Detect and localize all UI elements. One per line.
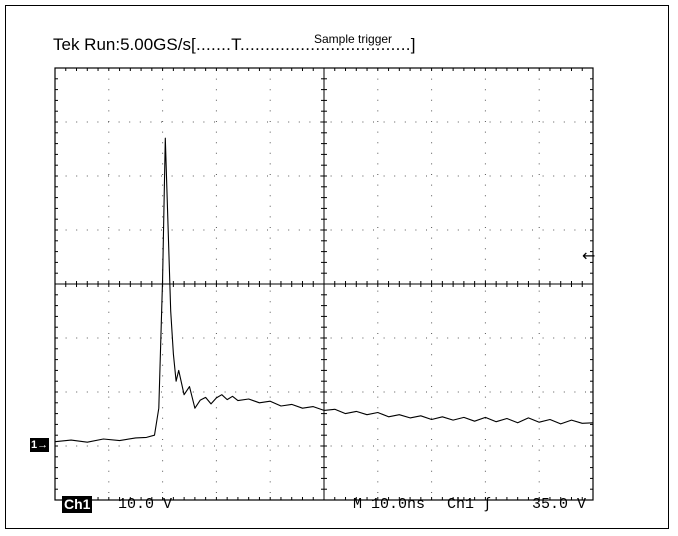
graticule <box>54 67 594 501</box>
trigger-position-bar-left: [.......T <box>190 35 240 54</box>
channel-badge: Ch1 <box>62 496 93 513</box>
trigger-position-bar-right: ] <box>410 35 416 54</box>
trigger-annotation: Sample trigger <box>314 32 393 46</box>
arrow-right-icon: → <box>37 439 49 451</box>
acquisition-status-header: Tek Run:5.00GS/s[.......T...............… <box>53 35 416 55</box>
trigger-level: 35.0 V <box>532 496 587 513</box>
figure-frame <box>5 5 669 529</box>
timebase-readout: M 10.0ns <box>353 496 426 513</box>
status-prefix: Tek Run: <box>53 35 121 54</box>
series-line-0 <box>54 137 594 443</box>
waveform-trace <box>54 137 594 443</box>
sample-rate: 5.00GS/s <box>120 35 191 54</box>
arrow-left-icon: ← <box>582 246 596 265</box>
trigger-source: Ch1 <box>447 496 475 513</box>
channel-ground-marker: 1→ <box>30 438 50 452</box>
volts-per-div: 10.0 V <box>118 496 173 513</box>
rising-edge-icon: ∫ <box>483 496 493 513</box>
channel-ground-label: 1 <box>31 439 38 451</box>
trigger-position-bar-dots: .................................. <box>239 35 411 54</box>
